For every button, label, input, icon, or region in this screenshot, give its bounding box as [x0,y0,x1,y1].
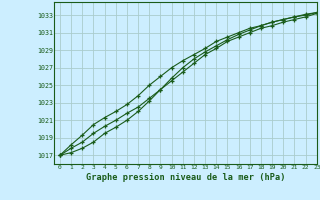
X-axis label: Graphe pression niveau de la mer (hPa): Graphe pression niveau de la mer (hPa) [86,173,285,182]
